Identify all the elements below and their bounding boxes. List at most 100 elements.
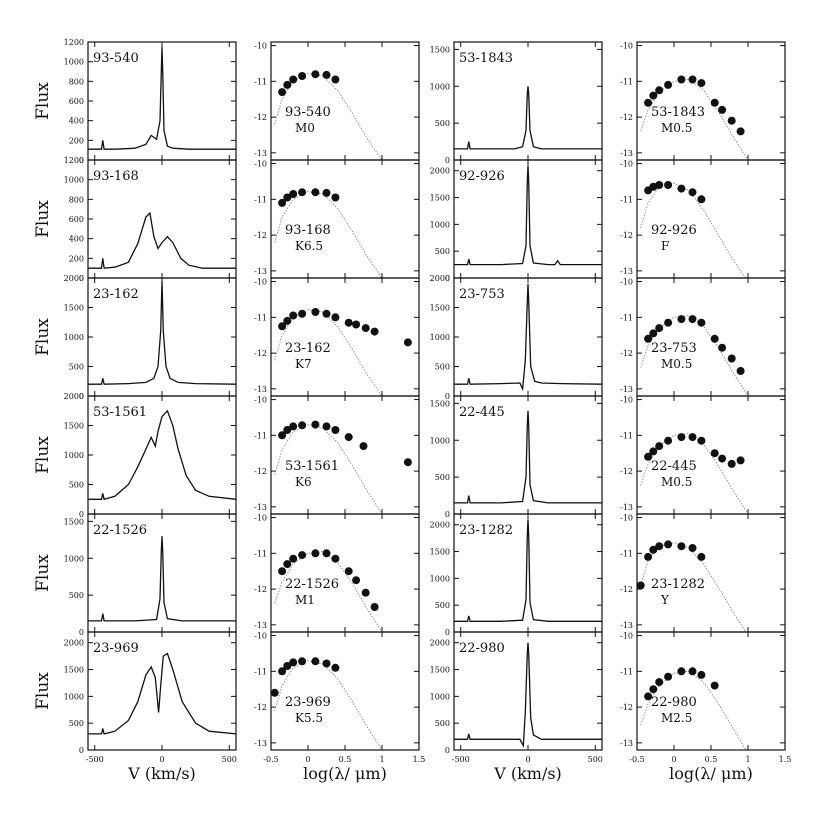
star-label: 22-980	[651, 695, 697, 710]
model-photosphere-line	[274, 424, 383, 514]
sed-point	[677, 667, 686, 676]
sed-point	[311, 308, 320, 316]
star-label: 53-1561	[285, 459, 339, 474]
star-label: 93-168	[93, 169, 139, 184]
sed-point	[736, 127, 745, 136]
sed-point	[636, 581, 645, 590]
y-tick-label: -11	[254, 313, 267, 322]
y-tick-label: 500	[435, 119, 450, 128]
sed-point	[344, 433, 353, 442]
sed-point	[311, 188, 320, 197]
y-tick-label: -11	[254, 77, 267, 86]
sed-point	[278, 198, 287, 207]
sed-point	[688, 75, 697, 84]
y-tick-label: -13	[620, 503, 633, 512]
sed-point	[655, 678, 664, 687]
sed-point	[710, 449, 719, 458]
sed-point	[270, 688, 279, 697]
sed-point	[361, 324, 370, 333]
y-tick-label: -12	[620, 113, 633, 122]
sed-point	[331, 313, 340, 322]
y-tick-label: 1000	[430, 333, 450, 342]
y-tick-label: 0	[79, 628, 84, 637]
x-tick-label: 0.5	[705, 755, 718, 764]
sed-point	[322, 70, 331, 79]
star-label: 23-753	[651, 341, 697, 356]
y-tick-label: 2000	[64, 639, 84, 648]
y-tick-label: 0	[79, 746, 84, 755]
y-tick-label: -11	[254, 195, 267, 204]
sed-point	[664, 318, 673, 327]
star-label: 23-162	[285, 341, 331, 356]
y-tick-label: -12	[254, 703, 267, 712]
sed-point	[298, 657, 307, 666]
sed-point	[298, 309, 307, 318]
y-label-flux: Flux	[33, 554, 53, 592]
y-tick-label: -10	[620, 632, 633, 641]
panel-frame	[270, 395, 420, 515]
panel-22-445-profile: 0 500 1000 1500 22-445	[430, 395, 603, 519]
y-tick-label: 1000	[430, 220, 450, 229]
panels-layer: 02004006008001000120093-540-10-11-12-139…	[64, 38, 792, 764]
sed-point	[644, 98, 653, 107]
star-label: 23-969	[285, 695, 331, 710]
sed-point	[322, 549, 331, 558]
x-label-col-1: log(λ/ μm)	[303, 764, 387, 783]
y-tick-label: -11	[620, 549, 633, 558]
panel-53-1843-profile: 0 500 1000 1500 53-1843	[430, 41, 603, 165]
x-tick-label: 1	[745, 755, 750, 764]
star-label: 22-445	[651, 459, 697, 474]
sed-point	[697, 195, 706, 204]
panel-23-753-profile: 0 500 1000 1500 2000 23-753	[430, 274, 603, 401]
y-tick-label: 0	[79, 510, 84, 519]
y-tick-label: 500	[69, 591, 84, 600]
star-label: 53-1561	[93, 405, 147, 420]
star-label: 53-1843	[651, 105, 705, 120]
y-tick-label: 0	[445, 274, 450, 283]
x-tick-label: 0	[671, 755, 676, 764]
sed-point	[727, 354, 736, 363]
sed-point	[677, 433, 686, 442]
y-label-flux: Flux	[33, 82, 53, 120]
y-tick-label: -13	[620, 149, 633, 158]
y-tick-label: -10	[620, 396, 633, 405]
sed-point	[311, 70, 320, 79]
sed-point	[736, 367, 745, 375]
sed-point	[677, 75, 686, 84]
spectral-type-label: F	[661, 239, 669, 253]
sed-point	[736, 456, 745, 465]
y-tick-label: 0	[79, 274, 84, 283]
y-tick-label: 1000	[430, 82, 450, 91]
sed-point	[697, 670, 706, 679]
y-tick-label: 500	[435, 719, 450, 728]
sed-point	[370, 327, 379, 336]
y-tick-label: -11	[254, 667, 267, 676]
y-tick-label: 800	[69, 195, 84, 204]
y-tick-label: -12	[620, 231, 633, 240]
sed-point	[644, 452, 653, 461]
y-tick-label: 400	[69, 235, 84, 244]
y-tick-label: -12	[254, 349, 267, 358]
y-tick-label: 600	[69, 97, 84, 106]
y-tick-label: -12	[620, 349, 633, 358]
y-tick-label: 2000	[430, 274, 450, 283]
x-label-col-0: V (km/s)	[127, 764, 196, 783]
x-tick-label: 500	[588, 755, 603, 764]
y-tick-label: 1000	[430, 436, 450, 445]
y-tick-label: 1500	[430, 304, 450, 313]
panel-frame	[270, 277, 420, 397]
line-profile-series	[88, 409, 236, 501]
line-profile-series	[454, 165, 602, 266]
y-tick-label: 0	[445, 392, 450, 401]
sed-point	[664, 672, 673, 681]
line-profile-series	[88, 280, 236, 385]
y-tick-label: 1500	[64, 422, 84, 431]
y-tick-label: -11	[620, 77, 633, 86]
sed-point	[697, 318, 706, 327]
